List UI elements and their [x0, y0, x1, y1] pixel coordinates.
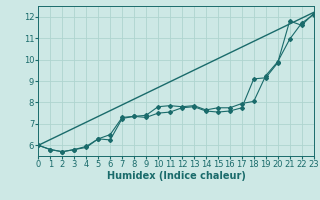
X-axis label: Humidex (Indice chaleur): Humidex (Indice chaleur) [107, 171, 245, 181]
